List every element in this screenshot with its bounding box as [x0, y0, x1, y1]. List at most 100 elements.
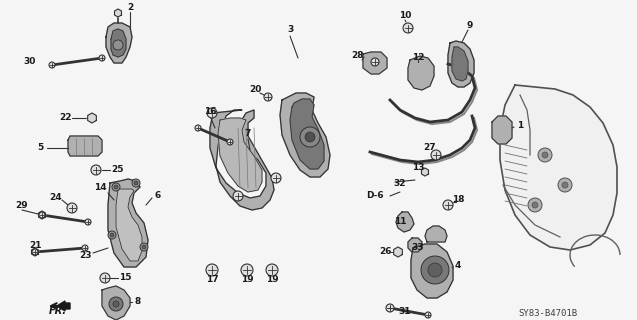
Text: 20: 20 — [249, 85, 261, 94]
Circle shape — [266, 264, 278, 276]
Polygon shape — [422, 168, 429, 176]
Circle shape — [132, 179, 140, 187]
Polygon shape — [411, 244, 453, 298]
Text: 31: 31 — [399, 308, 412, 316]
Circle shape — [264, 93, 272, 101]
Polygon shape — [492, 116, 512, 144]
Circle shape — [100, 273, 110, 283]
Polygon shape — [500, 85, 617, 250]
Circle shape — [134, 181, 138, 185]
Text: 19: 19 — [241, 276, 254, 284]
Circle shape — [387, 305, 393, 311]
Circle shape — [140, 243, 148, 251]
Text: 29: 29 — [16, 201, 28, 210]
Circle shape — [112, 183, 120, 191]
Text: FR.: FR. — [49, 306, 67, 316]
Circle shape — [403, 23, 413, 33]
Circle shape — [110, 233, 114, 237]
Circle shape — [538, 148, 552, 162]
Circle shape — [233, 191, 243, 201]
Text: 16: 16 — [204, 108, 216, 116]
Text: 14: 14 — [94, 183, 106, 193]
Text: 12: 12 — [412, 52, 424, 61]
Polygon shape — [88, 113, 96, 123]
Circle shape — [371, 58, 379, 66]
Polygon shape — [32, 248, 38, 256]
Circle shape — [562, 182, 568, 188]
Circle shape — [99, 55, 105, 61]
Text: D-6: D-6 — [366, 191, 384, 201]
Text: 2: 2 — [127, 4, 133, 12]
Polygon shape — [111, 29, 126, 57]
Text: 30: 30 — [24, 58, 36, 67]
Circle shape — [206, 264, 218, 276]
Text: 11: 11 — [394, 218, 406, 227]
Circle shape — [113, 40, 123, 50]
Polygon shape — [452, 47, 468, 81]
Circle shape — [428, 263, 442, 277]
Polygon shape — [396, 212, 414, 232]
Text: 6: 6 — [155, 190, 161, 199]
Text: 21: 21 — [29, 241, 41, 250]
Text: 19: 19 — [266, 276, 278, 284]
Polygon shape — [425, 226, 447, 242]
Text: 25: 25 — [111, 165, 124, 174]
Circle shape — [39, 212, 45, 218]
Polygon shape — [408, 56, 434, 90]
Text: 22: 22 — [60, 114, 72, 123]
Text: 15: 15 — [118, 274, 131, 283]
Circle shape — [532, 202, 538, 208]
Circle shape — [528, 198, 542, 212]
Circle shape — [542, 152, 548, 158]
Text: SY83-B4701B: SY83-B4701B — [519, 308, 578, 317]
Circle shape — [443, 200, 453, 210]
Text: 23: 23 — [79, 251, 91, 260]
Polygon shape — [68, 136, 102, 156]
Text: 17: 17 — [206, 276, 218, 284]
Polygon shape — [210, 110, 274, 210]
Text: 3: 3 — [287, 26, 293, 35]
Circle shape — [67, 203, 77, 213]
Text: 18: 18 — [452, 196, 464, 204]
Polygon shape — [280, 93, 330, 177]
Polygon shape — [394, 247, 403, 257]
Text: 27: 27 — [424, 143, 436, 153]
Polygon shape — [408, 238, 422, 252]
Text: 7: 7 — [245, 129, 251, 138]
Polygon shape — [115, 9, 122, 17]
Circle shape — [114, 185, 118, 189]
Polygon shape — [38, 211, 45, 219]
Circle shape — [108, 231, 116, 239]
Circle shape — [113, 301, 119, 307]
Circle shape — [109, 297, 123, 311]
Circle shape — [32, 249, 38, 255]
Circle shape — [386, 304, 394, 312]
Polygon shape — [218, 118, 262, 192]
Text: 13: 13 — [412, 163, 424, 172]
Text: 4: 4 — [455, 260, 461, 269]
Text: 8: 8 — [135, 298, 141, 307]
Text: 33: 33 — [412, 244, 424, 252]
Circle shape — [271, 173, 281, 183]
Polygon shape — [106, 23, 132, 63]
Text: 5: 5 — [37, 143, 43, 153]
Circle shape — [207, 108, 217, 118]
Circle shape — [241, 264, 253, 276]
Circle shape — [421, 256, 449, 284]
Polygon shape — [108, 179, 148, 267]
Text: 1: 1 — [517, 121, 523, 130]
Circle shape — [82, 245, 88, 251]
Circle shape — [142, 245, 146, 249]
Circle shape — [300, 127, 320, 147]
Polygon shape — [448, 41, 474, 87]
Text: 24: 24 — [50, 193, 62, 202]
FancyArrow shape — [57, 301, 70, 311]
Circle shape — [425, 312, 431, 318]
Text: 9: 9 — [467, 20, 473, 29]
Circle shape — [91, 165, 101, 175]
Circle shape — [431, 150, 441, 160]
Polygon shape — [116, 189, 142, 261]
Circle shape — [558, 178, 572, 192]
Text: 10: 10 — [399, 11, 412, 20]
Circle shape — [85, 219, 91, 225]
